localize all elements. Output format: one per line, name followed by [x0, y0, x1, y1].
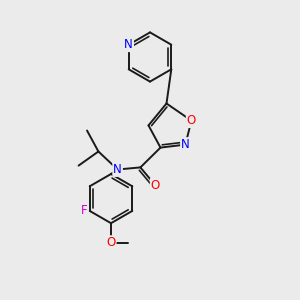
Text: O: O: [106, 236, 116, 249]
Text: O: O: [187, 114, 196, 127]
Text: N: N: [181, 138, 190, 151]
Text: N: N: [124, 38, 133, 51]
Text: N: N: [113, 163, 122, 176]
Text: O: O: [151, 179, 160, 192]
Text: F: F: [81, 204, 88, 218]
